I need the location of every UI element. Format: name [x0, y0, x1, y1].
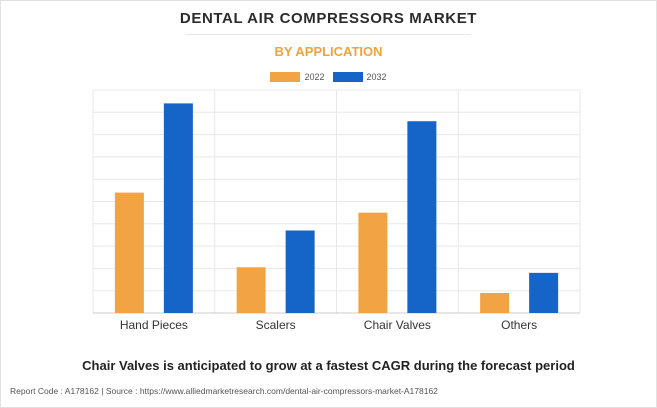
bar-2032-scalers[interactable]	[285, 230, 315, 313]
x-tick-label: Others	[501, 318, 537, 332]
legend-swatch-2022	[270, 72, 301, 82]
chart-legend: 2022 2032	[0, 72, 657, 82]
source-url: Source : https://www.alliedmarketresearc…	[105, 386, 438, 396]
legend-item-2022[interactable]: 2022	[270, 72, 325, 82]
chart-subtitle: BY APPLICATION	[274, 44, 383, 59]
x-tick-label: Chair Valves	[364, 318, 431, 332]
bar-2032-others[interactable]	[529, 272, 559, 313]
chart-title: DENTAL AIR COMPRESSORS MARKET	[179, 10, 478, 27]
bar-2032-chair-valves[interactable]	[407, 121, 437, 313]
source-line: Report Code : A178162 | Source : https:/…	[10, 386, 438, 396]
source-separator: |	[101, 386, 104, 396]
chart-footnote: Chair Valves is anticipated to grow at a…	[82, 358, 575, 373]
title-divider	[186, 34, 471, 35]
bar-2022-hand-pieces[interactable]	[114, 192, 144, 313]
legend-item-2032[interactable]: 2032	[332, 72, 387, 82]
x-tick-label: Scalers	[256, 318, 296, 332]
legend-swatch-2032	[332, 72, 363, 82]
report-code: Report Code : A178162	[10, 386, 99, 396]
bar-2022-scalers[interactable]	[236, 267, 266, 313]
bar-2032-hand-pieces[interactable]	[163, 103, 193, 313]
legend-label-2022: 2022	[304, 72, 325, 82]
legend-label-2032: 2032	[366, 72, 387, 82]
bar-2022-others[interactable]	[480, 292, 510, 313]
x-tick-label: Hand Pieces	[120, 318, 188, 332]
bar-2022-chair-valves[interactable]	[358, 212, 388, 313]
